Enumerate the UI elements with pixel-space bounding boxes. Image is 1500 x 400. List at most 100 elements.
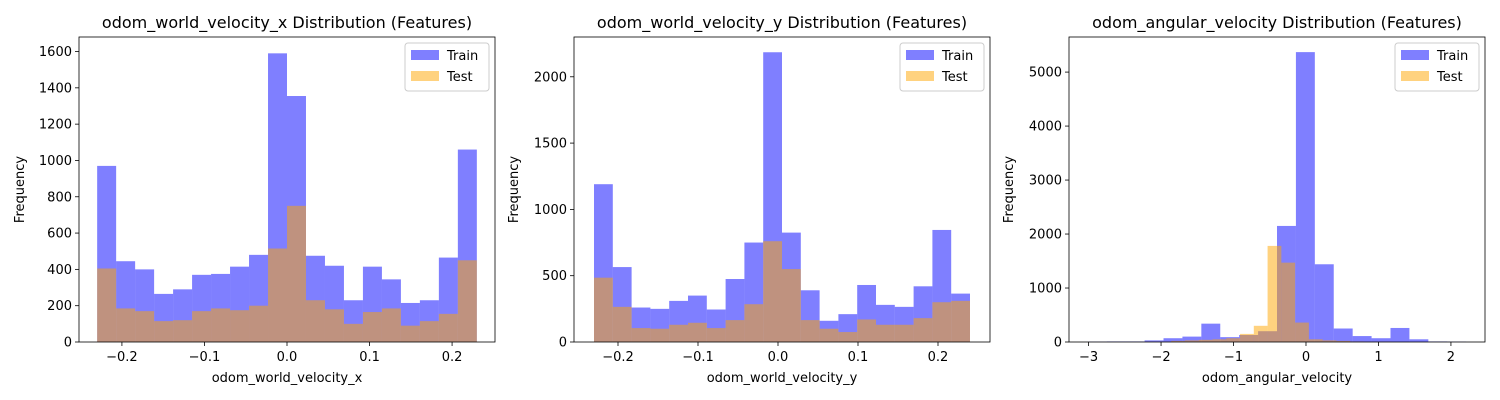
legend-label-train: Train [446, 49, 478, 64]
bar-test-11 [1295, 322, 1309, 342]
bar-test-1 [612, 306, 632, 342]
chart-title: odom_world_velocity_x Distribution (Feat… [102, 13, 472, 33]
y-tick-label: 1600 [39, 45, 72, 60]
legend: Train Test [1394, 42, 1480, 92]
bar-train-15 [1371, 338, 1391, 342]
bar-test-9 [763, 241, 782, 342]
bar-test-0 [594, 277, 613, 342]
bar-train-5 [1182, 336, 1202, 342]
legend-label-train: Train [941, 49, 973, 64]
bar-train-12 [1314, 264, 1334, 342]
x-tick-label: 0.1 [359, 350, 380, 365]
y-tick-label: 2000 [534, 70, 567, 85]
bar-test-2 [1171, 340, 1185, 342]
legend-swatch-train [411, 50, 439, 60]
bar-test-17 [913, 318, 933, 342]
bar-test-5 [192, 311, 212, 342]
bar-test-5 [688, 322, 707, 342]
bar-test-9 [1267, 245, 1282, 342]
bar-test-14 [857, 319, 876, 342]
x-tick-label: 1 [1374, 350, 1382, 365]
bar-train-3 [1144, 340, 1164, 342]
x-tick-label: 0 [1302, 350, 1310, 365]
y-tick-label: 0 [559, 336, 567, 351]
x-tick-label: 0.1 [848, 350, 869, 365]
legend-label-test: Test [446, 70, 473, 85]
bar-test-11 [800, 320, 820, 342]
axes-frame [573, 36, 991, 343]
bar-test-4 [173, 320, 193, 342]
bar-test-12 [1308, 339, 1323, 342]
bar-train-14 [1352, 336, 1372, 342]
bar-test-18 [932, 302, 952, 342]
y-tick-label: 4000 [1029, 120, 1062, 135]
x-tick-label: −0.1 [189, 350, 221, 365]
bar-train-11 [1295, 52, 1315, 342]
y-tick-label: 1200 [39, 118, 72, 133]
bar-train-4 [1163, 338, 1183, 342]
bar-test-2 [631, 328, 651, 342]
subplot-3: −3 −2 −1 0 1 2 0 1000 2000 3000 4000 5000 odom_angul… [1002, 13, 1486, 386]
bar-test-0 [97, 268, 117, 342]
y-tick-label: 400 [47, 263, 72, 278]
y-tick-label: 0 [1054, 336, 1062, 351]
subplot-1: −0.2 −0.1 0.0 0.1 0.2 0 200 400 600 800 1000 1200 14… [13, 13, 496, 386]
y-tick-label: 800 [47, 190, 72, 205]
bar-test-6 [706, 328, 726, 342]
bar-test-14 [362, 312, 382, 342]
bar-test-3 [1184, 340, 1199, 342]
x-tick-label: 2 [1447, 350, 1455, 365]
legend-label-test: Test [1436, 70, 1463, 85]
legend-swatch-test [411, 71, 439, 81]
y-axis-label: Frequency [507, 156, 522, 223]
bar-test-10 [782, 269, 801, 342]
legend-swatch-train [1401, 50, 1429, 60]
x-tick-label: −0.1 [682, 350, 714, 365]
bar-test-4 [1198, 339, 1213, 342]
bar-test-4 [669, 324, 688, 342]
x-tick-label: −3 [1079, 350, 1098, 365]
x-tick-label: 0.0 [768, 350, 789, 365]
x-tick-label: 0.2 [928, 350, 949, 365]
x-axis-label: odom_world_velocity_y [707, 371, 858, 386]
x-axis-label: odom_angular_velocity [1202, 371, 1353, 386]
bar-test-8 [1253, 325, 1268, 342]
bar-test-17 [419, 321, 439, 342]
bar-test-3 [154, 321, 174, 342]
y-tick-label: 5000 [1029, 66, 1062, 81]
bar-test-16 [894, 324, 914, 342]
bar-test-18 [438, 313, 458, 342]
x-tick-label: −0.2 [106, 350, 138, 365]
bar-test-13 [343, 323, 363, 342]
y-tick-label: 2000 [1029, 228, 1062, 243]
bar-train-6 [1201, 323, 1221, 342]
bar-test-10 [1281, 262, 1296, 342]
legend: Train Test [899, 42, 985, 92]
y-tick-label: 200 [47, 299, 72, 314]
legend-label-test: Test [941, 70, 968, 85]
bar-test-15 [381, 308, 401, 342]
y-tick-label: 1000 [534, 203, 567, 218]
legend-swatch-test [1401, 71, 1429, 81]
y-tick-label: 0 [64, 336, 72, 351]
bar-test-7 [230, 310, 250, 342]
bar-test-9 [268, 248, 287, 342]
y-tick-label: 1400 [39, 81, 72, 96]
bar-test-6 [211, 308, 231, 342]
bar-train-17 [1409, 339, 1429, 342]
y-axis-label: Frequency [1002, 156, 1017, 223]
y-axis-label: Frequency [13, 156, 28, 223]
bar-test-10 [287, 205, 306, 342]
bar-test-16 [400, 325, 420, 342]
bar-test-7 [725, 320, 745, 342]
y-tick-label: 1000 [39, 154, 72, 169]
bar-train-13 [1333, 328, 1353, 342]
bar-test-13 [1322, 340, 1337, 342]
bar-test-5 [1212, 339, 1227, 342]
y-tick-label: 1500 [534, 137, 567, 152]
bar-test-7 [1240, 333, 1254, 342]
x-tick-label: −2 [1151, 350, 1170, 365]
legend-label-train: Train [1436, 49, 1468, 64]
y-tick-label: 3000 [1029, 174, 1062, 189]
x-tick-label: 0.0 [277, 350, 298, 365]
